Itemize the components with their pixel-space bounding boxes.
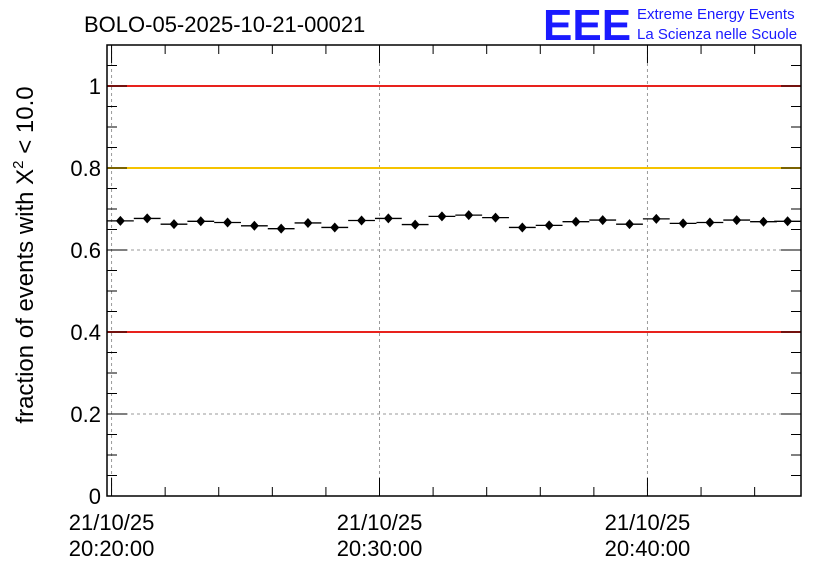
data-point — [249, 220, 259, 231]
x-tick-label-time: 20:40:00 — [605, 536, 691, 561]
y-tick-label: 0.8 — [70, 156, 101, 181]
x-tick-label-time: 20:30:00 — [337, 536, 423, 561]
y-tick-label: 1 — [89, 74, 101, 99]
grid-lines — [107, 45, 801, 496]
x-tick-label-date: 21/10/25 — [69, 510, 155, 535]
x-tick-label-date: 21/10/25 — [605, 510, 691, 535]
data-point — [517, 222, 527, 233]
y-tick-label: 0.2 — [70, 402, 101, 427]
data-point — [223, 217, 233, 228]
logo-mark: EEE — [543, 1, 631, 50]
y-axis-label: fraction of events with X2 < 10.0 — [10, 86, 39, 423]
data-point — [571, 216, 581, 227]
plot-frame — [106, 44, 802, 497]
data-point — [330, 222, 340, 233]
eee-logo: EEE Extreme Energy Events La Scienza nel… — [543, 1, 797, 50]
data-point — [196, 216, 206, 227]
data-point — [598, 215, 608, 226]
data-point — [383, 213, 393, 224]
data-point — [276, 223, 286, 234]
data-point — [544, 220, 554, 231]
data-points — [107, 210, 801, 234]
x-tick-label-time: 20:20:00 — [69, 536, 155, 561]
data-point — [357, 215, 367, 226]
chart-title: BOLO-05-2025-10-21-00021 — [84, 12, 365, 37]
data-point — [437, 211, 447, 222]
data-point — [678, 218, 688, 229]
y-tick-label: 0.4 — [70, 320, 101, 345]
data-point — [410, 219, 420, 230]
reference-lines — [107, 85, 801, 333]
data-point — [625, 219, 635, 230]
data-point — [303, 217, 313, 228]
x-tick-label-date: 21/10/25 — [337, 510, 423, 535]
data-point — [464, 210, 474, 221]
y-tick-label: 0.6 — [70, 238, 101, 263]
y-tick-label: 0 — [89, 484, 101, 509]
logo-line-2: La Scienza nelle Scuole — [637, 26, 797, 43]
data-point — [491, 212, 501, 223]
data-point — [142, 213, 152, 224]
y-axis-label-sup: 2 — [10, 160, 27, 168]
data-point — [732, 215, 742, 226]
data-point — [169, 219, 179, 230]
data-point — [758, 216, 768, 227]
y-axis-label-suffix: < 10.0 — [12, 86, 39, 160]
data-point — [705, 217, 715, 228]
logo-line-1: Extreme Energy Events — [637, 6, 795, 23]
y-axis-label-prefix: fraction of events with X — [12, 169, 39, 424]
data-point — [115, 215, 125, 226]
data-point — [651, 213, 661, 224]
axis-ticks: 00.20.40.60.8121/10/2520:20:0021/10/2520… — [69, 44, 801, 561]
data-point — [783, 216, 793, 227]
